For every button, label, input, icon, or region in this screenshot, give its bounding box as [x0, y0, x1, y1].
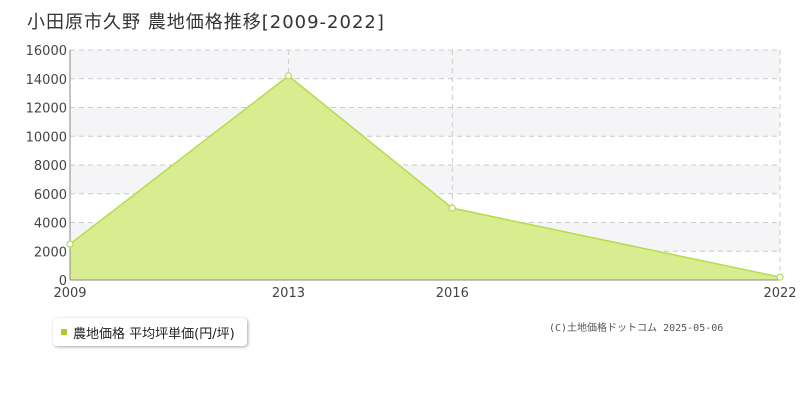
grid-band [70, 50, 780, 79]
data-point [66, 240, 74, 248]
chart-title: 小田原市久野 農地価格推移[2009-2022] [27, 12, 385, 33]
series-area [70, 75, 780, 280]
x-tick-label: 2009 [53, 286, 86, 301]
data-point [284, 72, 293, 80]
y-tick-label: 12000 [26, 102, 67, 117]
y-tick-label: 6000 [34, 188, 67, 203]
y-tick-label: 8000 [34, 159, 67, 174]
grid-band [70, 107, 780, 137]
credit-text: (C)土地価格ドットコム 2025-05-06 [549, 323, 724, 334]
y-tick-label: 0 [59, 274, 67, 289]
data-point [448, 204, 456, 212]
y-tick-label: 4000 [34, 217, 67, 232]
y-tick-label: 10000 [26, 130, 67, 145]
x-tick-label: 2013 [272, 286, 305, 301]
legend-label: 農地価格 平均坪単価(円/坪) [73, 326, 235, 342]
data-point [776, 273, 784, 281]
legend-swatch [61, 329, 67, 335]
x-tick-label: 2022 [763, 286, 796, 301]
y-tick-label: 16000 [26, 44, 67, 59]
y-tick-label: 14000 [26, 73, 67, 88]
y-tick-label: 2000 [34, 245, 67, 260]
legend: 農地価格 平均坪単価(円/坪) [53, 318, 247, 346]
series-line [69, 74, 781, 278]
x-tick-label: 2016 [436, 286, 469, 301]
